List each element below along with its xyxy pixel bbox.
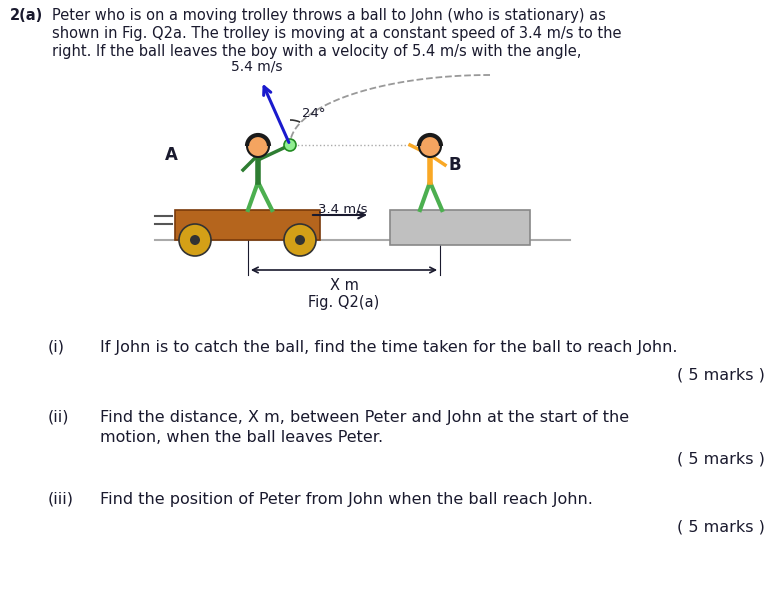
Circle shape	[295, 235, 305, 245]
Text: A: A	[165, 146, 178, 164]
Text: (ii): (ii)	[48, 410, 70, 425]
Circle shape	[284, 139, 296, 151]
Circle shape	[419, 135, 441, 157]
Text: If John is to catch the ball, find the time taken for the ball to reach John.: If John is to catch the ball, find the t…	[100, 340, 677, 355]
Text: Find the position of Peter from John when the ball reach John.: Find the position of Peter from John whe…	[100, 492, 593, 507]
Text: ( 5 marks ): ( 5 marks )	[677, 368, 765, 383]
Bar	[175, 210, 320, 240]
Text: Find the distance, X m, between Peter and John at the start of the: Find the distance, X m, between Peter an…	[100, 410, 629, 425]
Text: shown in Fig. Q2a. The trolley is moving at a constant speed of 3.4 m/s to the: shown in Fig. Q2a. The trolley is moving…	[52, 26, 622, 41]
Text: X m: X m	[329, 278, 358, 293]
Text: 2(a): 2(a)	[10, 8, 43, 23]
Text: B: B	[448, 156, 460, 174]
Text: Peter who is on a moving trolley throws a ball to John (who is stationary) as: Peter who is on a moving trolley throws …	[52, 8, 606, 23]
Text: right. If the ball leaves the boy with a velocity of 5.4 m/s with the angle,: right. If the ball leaves the boy with a…	[52, 44, 581, 59]
Text: 3.4 m/s: 3.4 m/s	[318, 202, 367, 215]
Text: (iii): (iii)	[48, 492, 74, 507]
Text: ( 5 marks ): ( 5 marks )	[677, 452, 765, 467]
Circle shape	[190, 235, 200, 245]
Text: ( 5 marks ): ( 5 marks )	[677, 520, 765, 535]
Circle shape	[284, 224, 316, 256]
Text: motion, when the ball leaves Peter.: motion, when the ball leaves Peter.	[100, 430, 383, 445]
Text: Fig. Q2(a): Fig. Q2(a)	[308, 295, 380, 310]
Text: 5.4 m/s: 5.4 m/s	[231, 59, 282, 73]
Bar	[390, 210, 530, 245]
Circle shape	[179, 224, 211, 256]
Circle shape	[247, 135, 269, 157]
Text: (i): (i)	[48, 340, 65, 355]
Text: 24°: 24°	[302, 107, 326, 120]
